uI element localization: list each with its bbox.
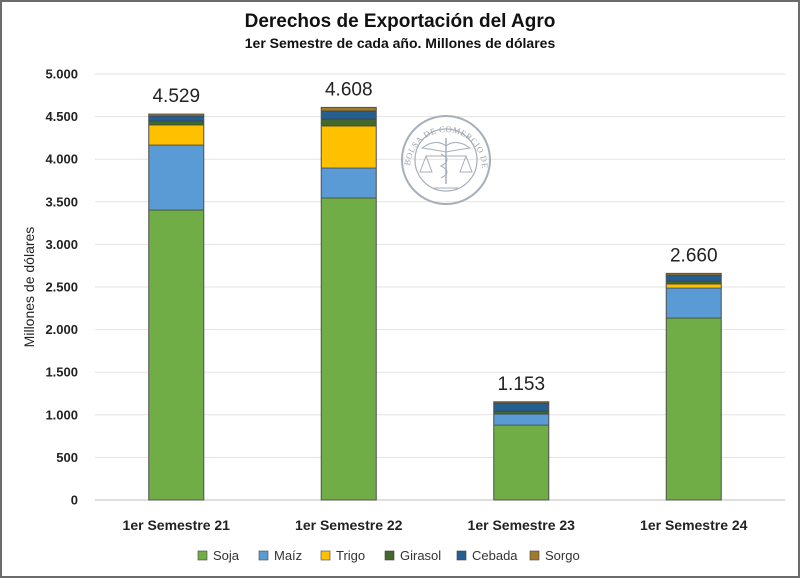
bar-outline: [665, 272, 722, 501]
bar-segment-trigo: [665, 283, 722, 289]
total-data-label: 4.529: [152, 86, 200, 107]
bar-segment-maiz: [320, 167, 377, 199]
legend-swatch: [197, 550, 208, 561]
y-tick-label: 4.000: [45, 152, 78, 167]
serpent-icon: [439, 153, 448, 179]
scale-pans-icon: [419, 154, 473, 173]
legend-label: Maíz: [274, 548, 302, 563]
legend-label: Soja: [213, 548, 240, 563]
bar-segment-sorgo: [320, 107, 377, 112]
legend-swatch: [320, 550, 331, 561]
x-tick-label: 1er Semestre 22: [295, 517, 403, 533]
bar-outline: [320, 106, 377, 501]
legend-label: Cebada: [472, 548, 518, 563]
legend-item: Cebada: [456, 548, 518, 563]
bar-segment-girasol: [148, 120, 205, 126]
bar-segment-trigo: [148, 124, 205, 146]
legend-label: Girasol: [400, 548, 441, 563]
seal-inner-ring: [414, 128, 478, 192]
total-data-label: 2.660: [670, 245, 718, 266]
legend-swatch: [384, 550, 395, 561]
legend-item: Sorgo: [529, 548, 580, 563]
bar-stack: [320, 106, 377, 501]
y-axis-ticks: 0 500 1.000 1.500 2.000 2.500 3.000 3.500 4.000 4…: [45, 67, 78, 508]
y-tick-label: 1.000: [45, 407, 78, 422]
bar-segment-girasol: [665, 280, 722, 285]
y-tick-label: 3.000: [45, 237, 78, 252]
bars: [148, 106, 722, 501]
bar-segment-maiz: [148, 144, 205, 211]
bar-segment-soja: [493, 424, 550, 501]
y-tick-label: 4.500: [45, 109, 78, 124]
legend-swatch: [456, 550, 467, 561]
legend-item: Girasol: [384, 548, 441, 563]
chart-subtitle: 1er Semestre de cada año. Millones de dó…: [245, 35, 556, 51]
y-axis-label: Millones de dólares: [21, 227, 37, 348]
y-tick-label: 5.000: [45, 67, 78, 82]
bar-segment-soja: [665, 317, 722, 501]
bar-segment-soja: [320, 197, 377, 501]
bar-stack: [493, 401, 550, 501]
bar-stack: [148, 113, 205, 501]
bar-segment-cebada: [148, 115, 205, 122]
bar-segment-cebada: [665, 274, 722, 282]
bar-segment-girasol: [493, 410, 550, 415]
legend-item: Soja: [197, 548, 240, 563]
bar-segment-trigo: [320, 125, 377, 169]
total-data-label: 4.608: [325, 79, 373, 100]
bar-segment-girasol: [320, 118, 377, 127]
legend-label: Sorgo: [545, 548, 580, 563]
y-tick-label: 3.500: [45, 194, 78, 209]
y-tick-label: 2.500: [45, 280, 78, 295]
legend-label: Trigo: [336, 548, 365, 563]
y-tick-label: 1.500: [45, 365, 78, 380]
legend-swatch: [258, 550, 269, 561]
legend-item: Trigo: [320, 548, 365, 563]
chart-title: Derechos de Exportación del Agro: [245, 11, 556, 32]
x-tick-label: 1er Semestre 23: [468, 517, 576, 533]
x-tick-label: 1er Semestre 21: [123, 517, 231, 533]
bar-segment-cebada: [320, 110, 377, 120]
legend-swatch: [529, 550, 540, 561]
total-data-label: 1.153: [497, 374, 545, 395]
bar-segment-cebada: [493, 402, 550, 412]
bar-segment-maiz: [665, 287, 722, 319]
y-tick-label: 500: [56, 450, 78, 465]
seal-outer-ring: [401, 115, 491, 205]
bar-outline: [493, 401, 550, 501]
x-axis-ticks: 1er Semestre 21 1er Semestre 22 1er Semest…: [123, 517, 748, 533]
legend: Soja Maíz Trigo Girasol Cebada Sorgo: [197, 548, 580, 563]
wings-icon: [420, 142, 472, 153]
x-tick-label: 1er Semestre 24: [640, 517, 748, 533]
bar-stack: [665, 272, 722, 501]
bar-outline: [148, 113, 205, 501]
total-labels: 4.529 4.608 1.153 2.660: [152, 79, 717, 394]
bar-segment-maiz: [493, 413, 550, 426]
y-tick-label: 0: [71, 493, 78, 508]
y-tick-label: 2.000: [45, 322, 78, 337]
legend-item: Maíz: [258, 548, 302, 563]
bar-segment-soja: [148, 209, 205, 501]
